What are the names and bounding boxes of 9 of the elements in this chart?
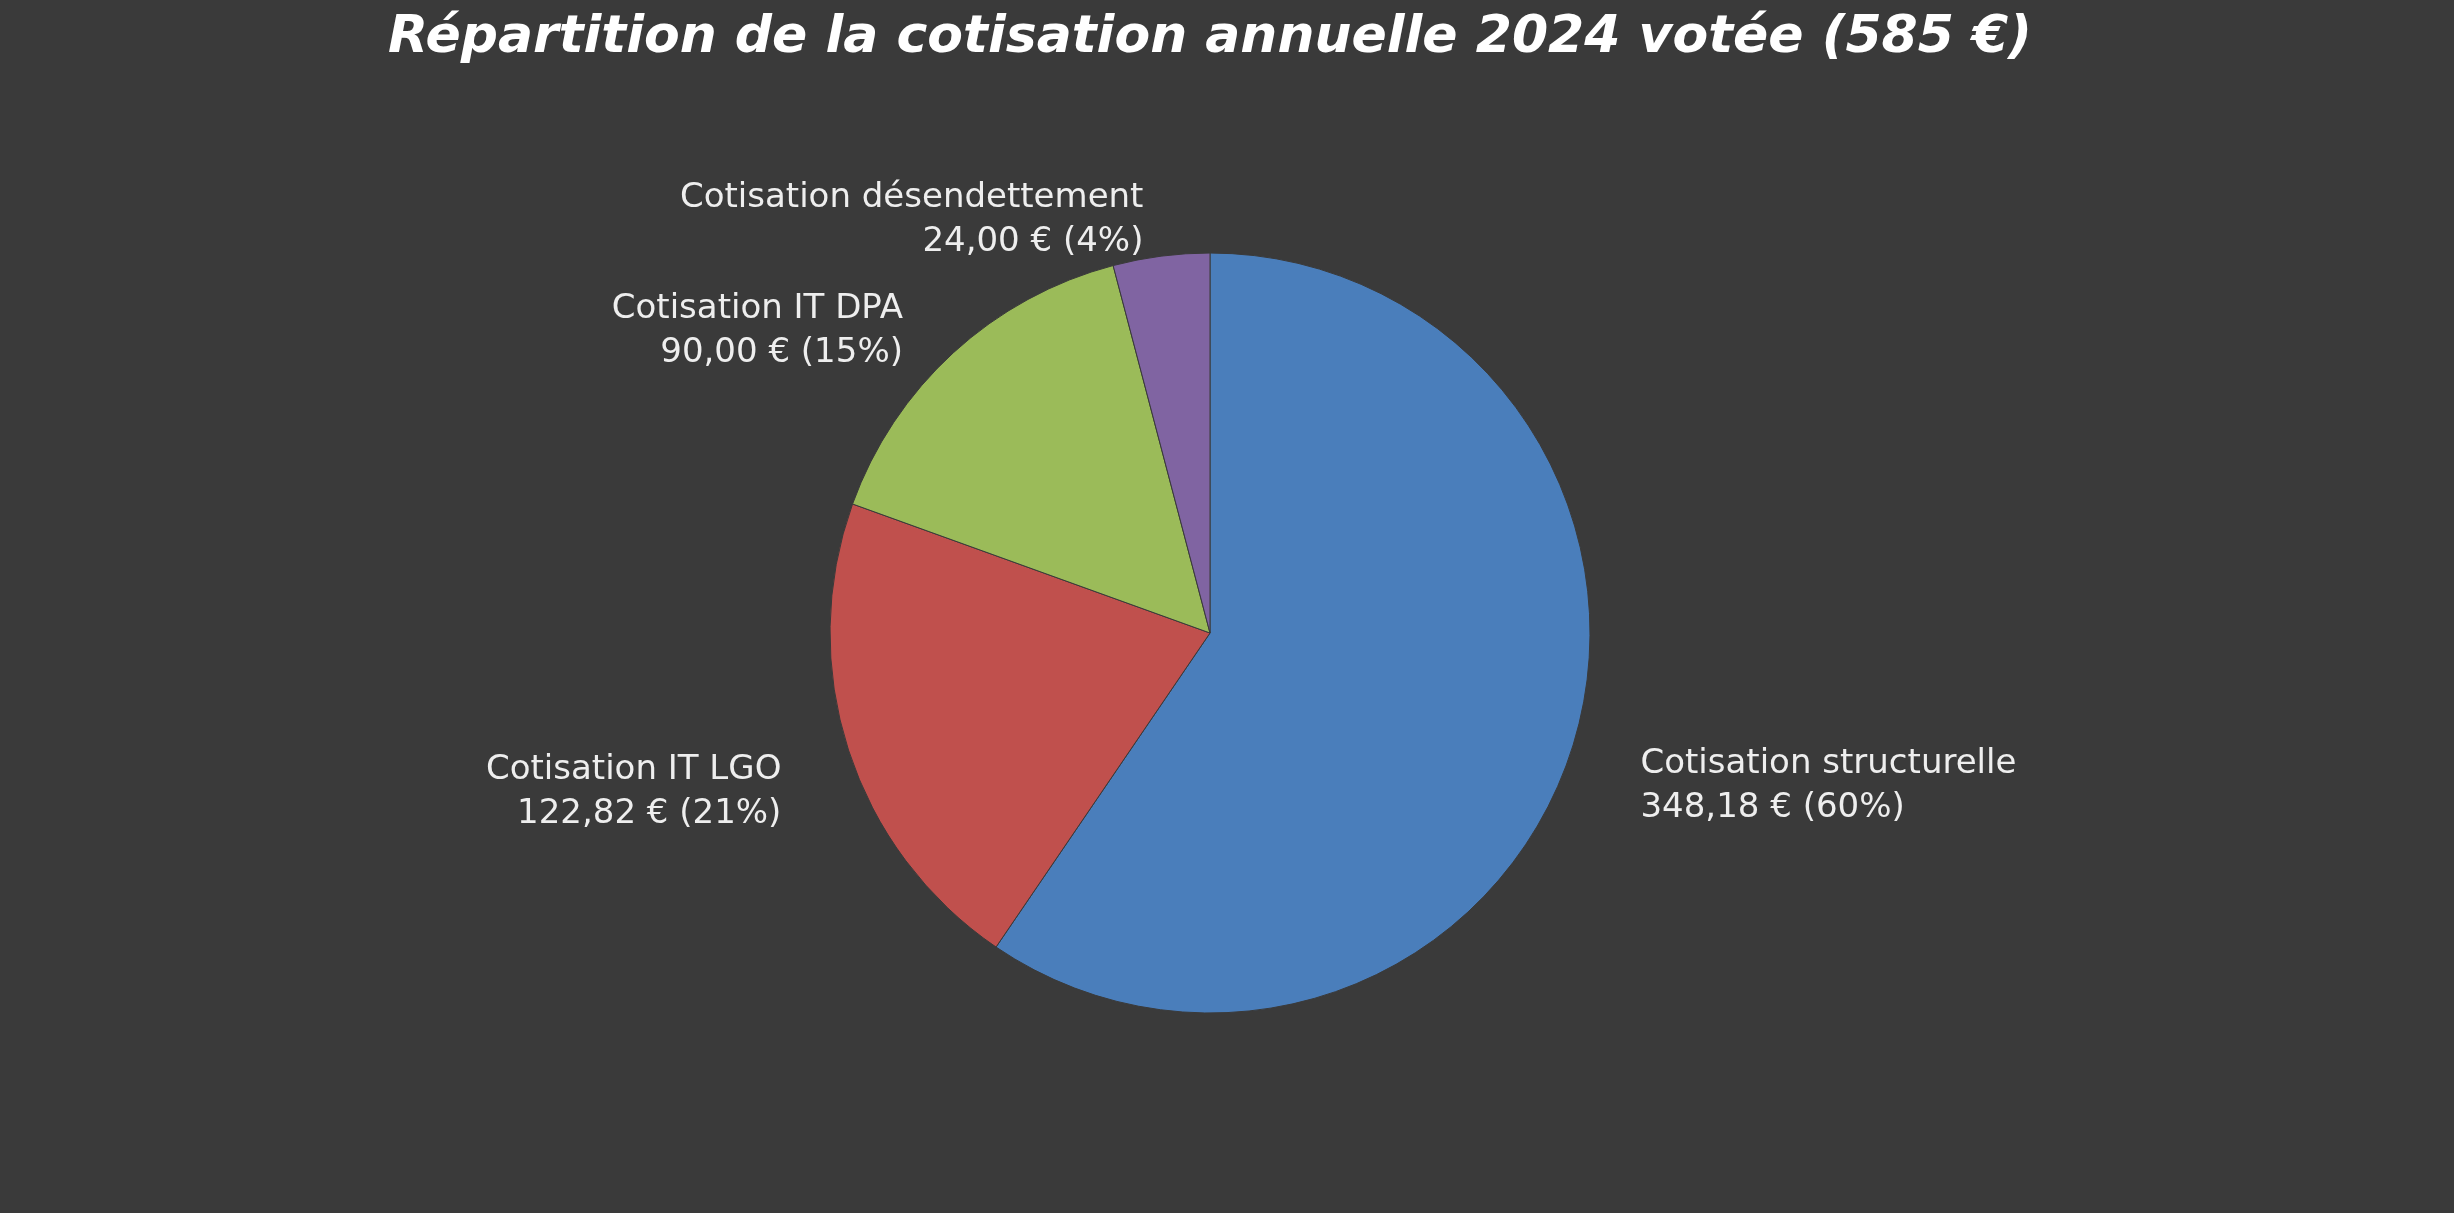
data-label: 122,82 € (21%)	[517, 790, 782, 831]
slice-label: Cotisation structurelle	[1640, 740, 2017, 781]
data-label: 24,00 € (4%)	[922, 218, 1144, 259]
slice-label: Cotisation IT LGO	[485, 746, 782, 787]
slice-label: Cotisation IT DPA	[611, 286, 903, 327]
data-label: 348,18 € (60%)	[1640, 784, 1905, 825]
data-label: 90,00 € (15%)	[660, 330, 903, 371]
chart-title: Répartition de la cotisation annuelle 2024 votée (585 €)	[387, 4, 2033, 64]
slice-label: Cotisation désendettement	[679, 174, 1144, 215]
